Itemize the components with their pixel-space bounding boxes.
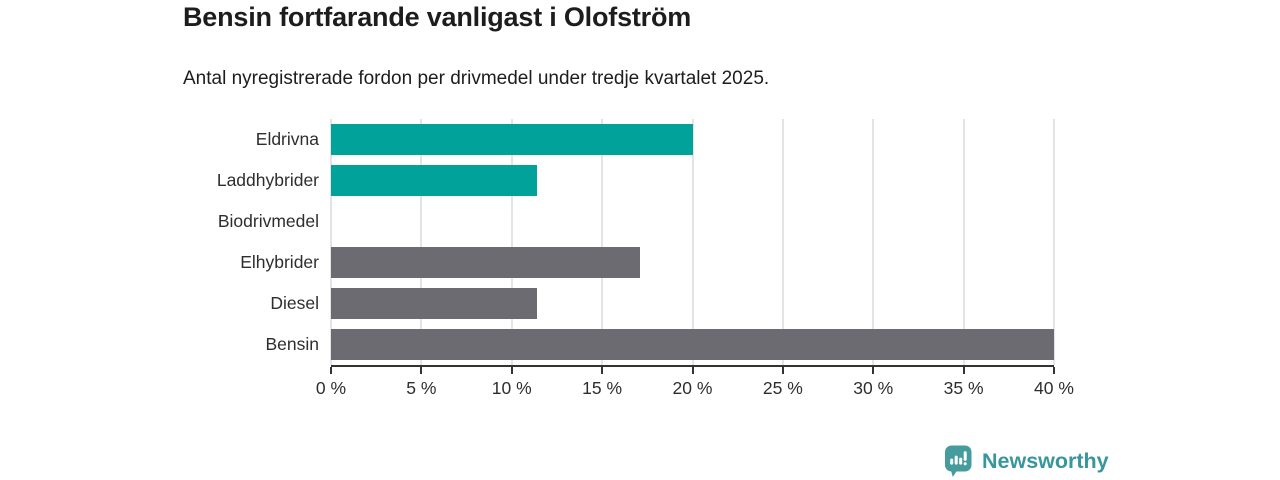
- plot-area: [330, 119, 1055, 365]
- x-tick-30: [872, 367, 875, 374]
- x-tick-label-5: 5 %: [406, 378, 437, 398]
- bar-row-biodrivmedel: [331, 201, 1054, 242]
- x-tick-label-35: 35 %: [943, 378, 984, 398]
- bar-row-eldrivna: [331, 119, 1054, 160]
- y-label-elhybrider: Elhybrider: [240, 252, 319, 272]
- x-tick-label-15: 15 %: [582, 378, 623, 398]
- bar-row-elhybrider: [331, 242, 1054, 283]
- bar-row-diesel: [331, 283, 1054, 324]
- newsworthy-logo-icon: [945, 445, 972, 477]
- x-tick-10: [510, 367, 513, 374]
- x-tick-15: [601, 367, 604, 374]
- x-tick-20: [691, 367, 694, 374]
- x-tick-label-25: 25 %: [762, 378, 803, 398]
- bar-diesel: [331, 288, 538, 319]
- y-label-eldrivna: Eldrivna: [255, 129, 319, 149]
- x-axis: 0 % 5 % 10 % 15 % 20 % 25 % 30 % 35 % 40 %: [316, 365, 1074, 405]
- bar-bensin: [331, 329, 1054, 360]
- gridline-30: [872, 119, 875, 365]
- bar-elhybrider: [331, 247, 641, 278]
- gridline-20: [691, 119, 694, 365]
- gridline-5: [420, 119, 423, 365]
- gridline-0: [330, 119, 332, 365]
- bar-row-laddhybrider: [331, 160, 1054, 201]
- gridline-40: [1053, 119, 1055, 365]
- x-tick-5: [420, 367, 423, 374]
- gridline-35: [962, 119, 965, 365]
- gridline-10: [510, 119, 513, 365]
- x-tick-35: [962, 367, 965, 374]
- page-subtitle: Antal nyregistrerade fordon per drivmede…: [183, 68, 770, 89]
- y-label-laddhybrider: Laddhybrider: [216, 170, 319, 190]
- y-label-biodrivmedel: Biodrivmedel: [217, 211, 319, 231]
- x-tick-label-40: 40 %: [1034, 378, 1074, 398]
- x-tick-label-0: 0 %: [315, 378, 347, 398]
- x-tick-label-30: 30 %: [853, 378, 894, 398]
- x-tick-40: [1053, 367, 1055, 374]
- y-label-diesel: Diesel: [270, 293, 319, 313]
- y-label-bensin: Bensin: [265, 334, 319, 354]
- bar-laddhybrider: [331, 165, 538, 196]
- x-tick-0: [330, 367, 332, 374]
- x-tick-label-20: 20 %: [672, 378, 713, 398]
- page-title: Bensin fortfarande vanligast i Olofström: [183, 2, 692, 32]
- gridline-15: [601, 119, 604, 365]
- gridline-25: [781, 119, 784, 365]
- x-tick-25: [781, 367, 784, 374]
- bar-eldrivna: [331, 124, 693, 155]
- x-tick-label-10: 10 %: [491, 378, 532, 398]
- newsworthy-brand-text: Newsworthy: [982, 449, 1109, 473]
- bar-row-bensin: [331, 324, 1054, 365]
- newsworthy-logo[interactable]: Newsworthy: [944, 445, 1109, 478]
